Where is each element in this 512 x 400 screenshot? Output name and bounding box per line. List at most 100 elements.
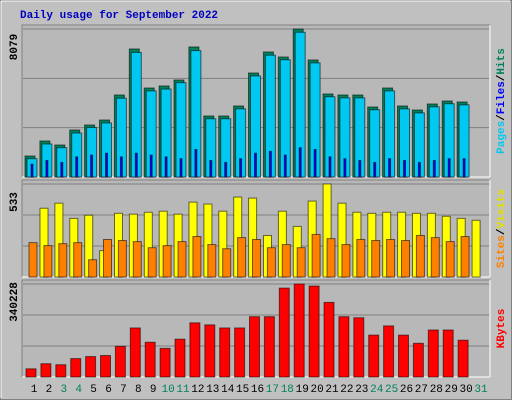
bar (234, 327, 246, 378)
legend-entry: Files (496, 81, 508, 114)
x-tick-label: 20 (310, 384, 323, 396)
bar (462, 158, 466, 178)
x-tick-label: 16 (251, 384, 264, 396)
bar (119, 156, 123, 178)
legend-entry: KBytes (496, 309, 508, 349)
x-tick-label: 15 (236, 384, 249, 396)
x-tick-label: 30 (459, 384, 472, 396)
bar (388, 158, 392, 178)
bar (263, 316, 275, 378)
legend-entry: Hits (496, 48, 508, 74)
bar (164, 156, 168, 178)
bar (417, 161, 421, 178)
legend-entry: Pages (496, 121, 508, 154)
bar (75, 156, 79, 178)
x-tick-label: 17 (266, 384, 279, 396)
y-tick-label: 340228 (9, 282, 21, 322)
x-tick-label: 13 (206, 384, 219, 396)
bar (328, 156, 332, 178)
bar (383, 325, 395, 378)
bar (239, 158, 243, 178)
bar (268, 150, 272, 178)
bar (134, 152, 138, 178)
bar (427, 329, 439, 378)
x-tick-label: 8 (135, 384, 142, 396)
bar (358, 160, 362, 178)
bar (368, 334, 380, 378)
bar (353, 317, 365, 378)
bar (103, 238, 112, 278)
bar (219, 327, 231, 378)
bar (432, 160, 436, 178)
y-tick-label: 8079 (9, 34, 21, 60)
x-tick-label: 24 (370, 384, 384, 396)
x-tick-label: 26 (400, 384, 413, 396)
bar (149, 154, 153, 178)
legend-entry: Sites (496, 235, 508, 268)
bar (386, 238, 396, 278)
bar (326, 238, 336, 278)
bar (237, 237, 247, 278)
x-tick-label: 6 (105, 384, 112, 396)
bar (356, 238, 366, 278)
bar (403, 160, 406, 178)
x-tick-label: 5 (90, 384, 97, 396)
bar (298, 147, 302, 178)
bar (144, 341, 156, 378)
bar (192, 236, 202, 278)
bar (281, 244, 291, 278)
bar (254, 152, 257, 178)
x-tick-label: 11 (176, 384, 190, 396)
bar (442, 329, 454, 378)
bar (266, 247, 276, 278)
legend-entry: Visits (496, 189, 508, 229)
bar (194, 149, 198, 178)
bar (117, 240, 127, 278)
bar (278, 287, 290, 378)
bar (129, 327, 141, 378)
x-tick-label: 14 (221, 384, 235, 396)
bar (179, 158, 183, 178)
bar (100, 355, 111, 378)
bar (401, 240, 410, 278)
bar (90, 154, 94, 178)
bar (88, 259, 98, 278)
x-tick-label: 27 (415, 384, 428, 396)
bar (58, 243, 68, 278)
bar (207, 244, 217, 278)
chart-title: Daily usage for September 2022 (20, 10, 218, 22)
x-tick-label: 29 (445, 384, 458, 396)
bar (28, 242, 38, 278)
legend: Sites/Visits (496, 189, 508, 268)
x-tick-label: 12 (191, 384, 204, 396)
x-tick-label: 22 (340, 384, 353, 396)
bar (209, 160, 213, 178)
bar (45, 160, 49, 178)
legend: KBytes (496, 309, 508, 349)
x-tick-label: 3 (60, 384, 67, 396)
legend-separator: / (496, 228, 508, 235)
legend: Pages/Files/Hits (496, 48, 508, 154)
x-tick-label: 4 (75, 384, 82, 396)
legend-separator: / (496, 114, 508, 121)
bar (132, 241, 142, 278)
bar (343, 158, 347, 178)
bar (323, 301, 335, 378)
bar (224, 161, 228, 178)
bar (43, 245, 53, 278)
bar (460, 236, 470, 278)
bar (70, 358, 82, 378)
bar (73, 242, 83, 278)
bar (293, 283, 305, 378)
bar (30, 163, 34, 178)
bar (204, 324, 216, 378)
x-tick-label: 25 (385, 384, 398, 396)
y-tick-label: 533 (9, 192, 21, 212)
bar (159, 347, 171, 378)
x-tick-label: 28 (430, 384, 443, 396)
bar (55, 364, 67, 378)
bar (177, 241, 187, 278)
bar (189, 322, 201, 378)
